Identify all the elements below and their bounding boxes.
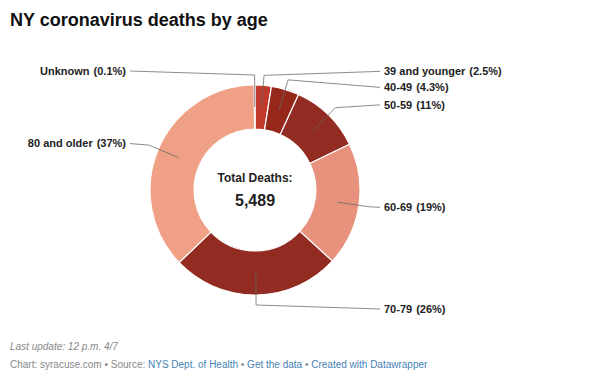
leader-line [262, 71, 380, 107]
footer-link: NYS Dept. of Health [148, 359, 238, 370]
category-label: 50-59 [384, 99, 412, 111]
slice-label: 60-69 (19%) [384, 201, 446, 213]
footer-update: Last update: 12 p.m. 4/7 [10, 341, 118, 352]
category-label: 80 and older [28, 137, 94, 149]
slice-label: 50-59 (11%) [384, 99, 445, 111]
slice-label: Unknown (0.1%) [40, 65, 126, 77]
leader-line [256, 273, 380, 309]
slice-label: 39 and younger(2.5%) [384, 65, 502, 77]
title: NY coronavirus deaths by age [10, 10, 268, 30]
value-label: (37%) [97, 137, 127, 149]
donut: Total Deaths: 5,489 39 and younger(2.5%) 40… [28, 65, 502, 315]
category-label: Unknown [40, 65, 90, 77]
leader-line [337, 202, 380, 207]
value-label: (2.5%) [469, 65, 502, 77]
value-label: (11%) [416, 99, 445, 111]
value-label: (19%) [416, 201, 446, 213]
leader-line [130, 71, 255, 107]
footer-link: Created with Datawrapper [311, 359, 428, 370]
leader-lines [130, 71, 380, 309]
center-label: Total Deaths: [217, 171, 292, 185]
chart: NY coronavirus deaths by age Total Deaths… [0, 0, 602, 385]
slice-label: 40-49 (4.3%) [384, 81, 449, 93]
footer-text: • [302, 359, 311, 370]
footer-source: Chart: syracuse.com • Source: NYS Dept. … [10, 359, 428, 370]
leader-line [130, 144, 179, 158]
category-label: 40-49 [384, 81, 412, 93]
category-label: 60-69 [384, 201, 412, 213]
leader-line [313, 105, 380, 131]
footer-text: • [238, 359, 247, 370]
value-label: (4.3%) [416, 81, 449, 93]
footer-text: Chart: syracuse.com • Source: [10, 359, 148, 370]
slice-label: 80 and older(37%) [28, 137, 126, 149]
category-label: 39 and younger [384, 65, 466, 77]
footer-link: Get the data [247, 359, 302, 370]
category-label: 70-79 [384, 303, 412, 315]
value-label: (0.1%) [94, 65, 127, 77]
center-value: 5,489 [235, 192, 275, 209]
value-label: (26%) [416, 303, 446, 315]
slice-label: 70-79 (26%) [384, 303, 446, 315]
